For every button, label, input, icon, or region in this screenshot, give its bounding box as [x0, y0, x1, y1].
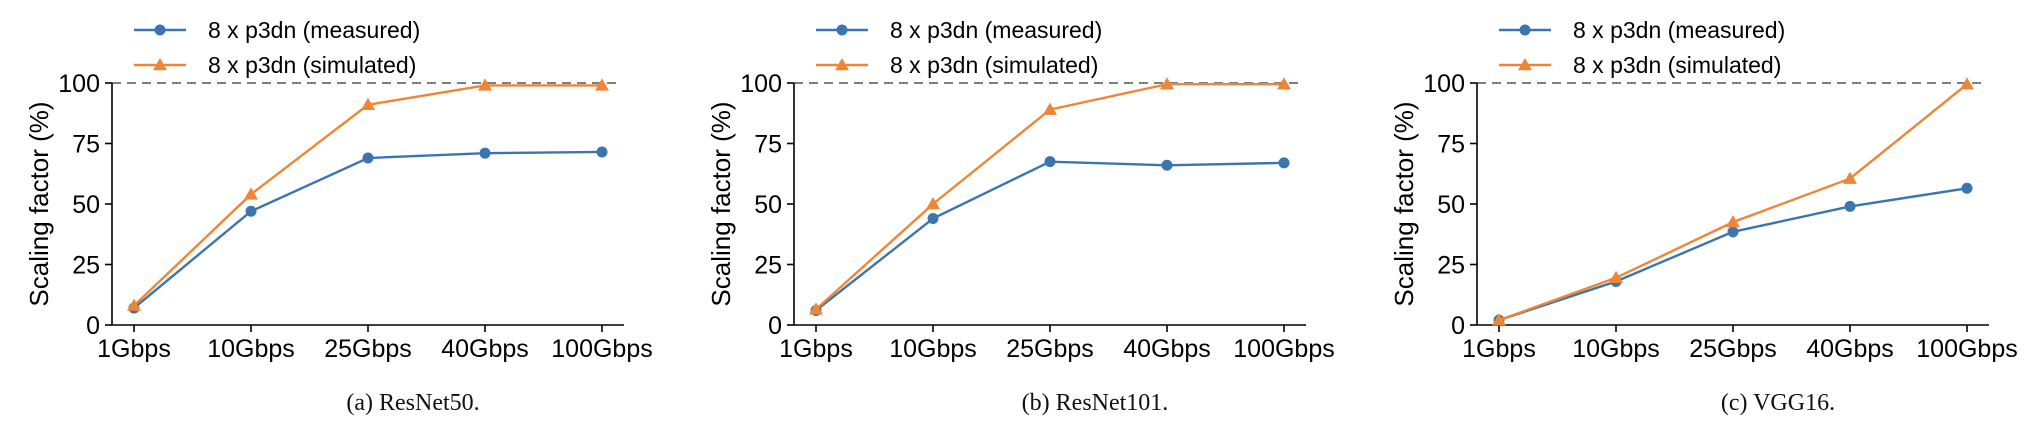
data-point-simulated	[361, 97, 375, 111]
x-tick-label: 10Gbps	[1572, 335, 1660, 363]
data-point-simulated	[1960, 77, 1974, 90]
series-line-measured	[815, 160, 1285, 312]
x-tick-label: 40Gbps	[441, 335, 529, 363]
y-tick-label: 100	[1423, 70, 1465, 98]
y-tick-label: 25	[1437, 252, 1465, 280]
data-point-measured	[1844, 200, 1856, 212]
data-point-measured	[1161, 159, 1173, 171]
legend-marker-simulated	[835, 58, 849, 71]
legend-marker-measured	[154, 24, 166, 36]
y-tick-label: 0	[1451, 312, 1465, 340]
x-tick-label: 1Gbps	[779, 335, 853, 363]
data-point-measured	[927, 213, 939, 225]
data-point-measured	[362, 152, 374, 164]
series-line-measured	[1498, 187, 1968, 322]
y-tick-label: 50	[72, 191, 100, 219]
y-tick-label: 75	[72, 131, 100, 159]
legend-label-measured: 8 x p3dn (measured)	[890, 17, 1102, 43]
x-tick-label: 1Gbps	[1462, 335, 1536, 363]
legend-marker-measured	[1519, 24, 1531, 36]
legend-label-simulated: 8 x p3dn (simulated)	[208, 52, 416, 78]
y-tick-label: 50	[1437, 191, 1465, 219]
data-point-measured	[479, 147, 491, 159]
y-tick-label: 25	[754, 252, 782, 280]
data-point-measured	[1278, 157, 1290, 169]
legend-label-measured: 8 x p3dn (measured)	[1573, 17, 1785, 43]
data-point-simulated	[809, 302, 823, 315]
data-point-simulated	[1609, 270, 1623, 284]
y-tick-label: 75	[1437, 131, 1465, 159]
data-point-simulated	[1277, 77, 1291, 90]
x-tick-label: 40Gbps	[1806, 335, 1894, 363]
y-tick-label: 75	[754, 131, 782, 159]
caption-b: (b) ResNet101.	[1021, 390, 1169, 416]
caption-c: (c) VGG16.	[1720, 390, 1836, 416]
data-point-simulated	[1160, 77, 1174, 90]
x-tick-label: 25Gbps	[1689, 335, 1777, 363]
legend-label-measured: 8 x p3dn (measured)	[208, 17, 420, 43]
chart-panel-2: 0 25 50 75 100 1Gbps 10Gbps 25Gbps 40Gbps 100Gbps…	[706, 17, 1335, 363]
y-tick-label: 100	[58, 70, 100, 98]
x-tick-label: 100Gbps	[551, 335, 652, 363]
data-point-measured	[245, 205, 257, 217]
y-tick-label: 25	[72, 252, 100, 280]
series-line-simulated	[1498, 83, 1968, 322]
data-point-simulated	[1843, 171, 1857, 184]
x-tick-label: 25Gbps	[324, 335, 412, 363]
data-point-measured	[1727, 226, 1739, 238]
y-axis-label: Scaling factor (%)	[706, 101, 736, 306]
legend-marker-simulated	[1518, 58, 1532, 71]
data-point-simulated	[1726, 215, 1740, 228]
x-tick-label: 10Gbps	[889, 335, 977, 363]
y-tick-label: 0	[86, 312, 100, 340]
chart-panel-3: 0 25 50 75 100 1Gbps 10Gbps 25Gbps 40Gbps 100Gbps…	[1389, 17, 2018, 363]
data-point-simulated	[1043, 102, 1057, 115]
data-point-simulated	[595, 78, 609, 91]
y-tick-label: 50	[754, 191, 782, 219]
y-axis-label: Scaling factor (%)	[24, 101, 54, 306]
x-tick-label: 1Gbps	[97, 335, 171, 363]
x-tick-label: 40Gbps	[1123, 335, 1211, 363]
x-tick-label: 25Gbps	[1006, 335, 1094, 363]
data-point-measured	[1044, 156, 1056, 168]
series-line-measured	[133, 150, 603, 309]
legend-label-simulated: 8 x p3dn (simulated)	[890, 52, 1098, 78]
data-point-simulated	[478, 78, 492, 91]
data-point-simulated	[244, 187, 258, 200]
series-line-simulated	[815, 83, 1284, 311]
data-point-simulated	[127, 298, 141, 311]
caption-a: (a) ResNet50.	[346, 390, 480, 416]
legend-marker-simulated	[153, 58, 167, 71]
x-tick-label: 100Gbps	[1233, 335, 1334, 363]
data-point-simulated	[1492, 313, 1506, 326]
data-point-measured	[1961, 182, 1973, 194]
x-tick-label: 10Gbps	[207, 335, 295, 363]
x-tick-label: 100Gbps	[1916, 335, 2017, 363]
chart-panel-1: 0 25 50 75 100 1Gbps 10Gbps 25Gbps 40Gbps 100Gbps…	[24, 17, 653, 363]
y-axis-label: Scaling factor (%)	[1389, 101, 1419, 306]
series-line-simulated	[133, 84, 602, 307]
data-point-simulated	[926, 197, 940, 210]
y-tick-label: 0	[768, 312, 782, 340]
legend-label-simulated: 8 x p3dn (simulated)	[1573, 52, 1781, 78]
legend-marker-measured	[836, 24, 848, 36]
data-point-measured	[596, 146, 608, 158]
y-tick-label: 100	[740, 70, 782, 98]
